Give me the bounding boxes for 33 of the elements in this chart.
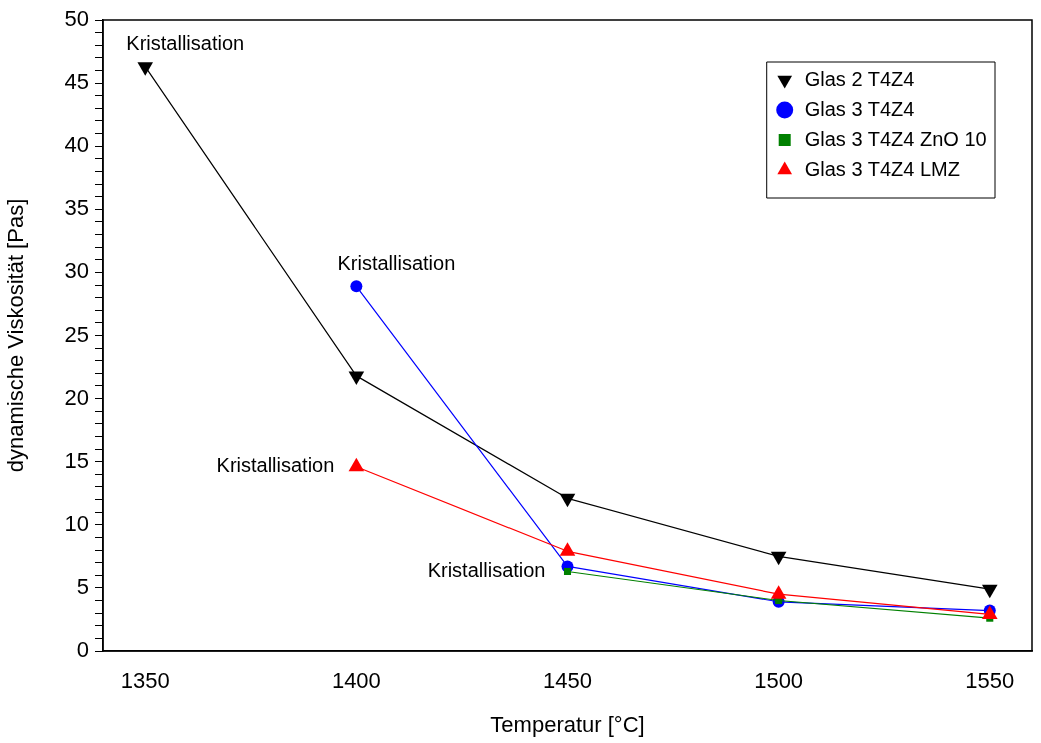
legend-label: Glas 3 T4Z4 ZnO 10 <box>804 127 987 150</box>
x-tick-label: 1550 <box>965 668 1015 694</box>
y-tick-label: 50 <box>64 6 89 32</box>
annotation: Kristallisation <box>216 454 335 477</box>
y-tick-label: 15 <box>64 447 89 473</box>
y-tick-label: 30 <box>64 258 89 284</box>
x-tick-label: 1400 <box>331 668 381 694</box>
y-tick-label: 5 <box>76 573 89 599</box>
y-tick-label: 25 <box>64 321 89 347</box>
point <box>559 493 576 508</box>
point <box>350 280 363 293</box>
legend-label: Glas 3 T4Z4 LMZ <box>804 157 960 180</box>
legend-label: Glas 3 T4Z4 <box>804 97 915 120</box>
y-tick-label: 10 <box>64 510 89 536</box>
y-tick-label: 35 <box>64 195 89 221</box>
x-tick-label: 1350 <box>120 668 170 694</box>
annotation: Kristallisation <box>337 251 456 274</box>
annotation: Kristallisation <box>126 32 245 55</box>
y-tick-label: 0 <box>76 637 89 663</box>
point <box>770 551 787 566</box>
point <box>981 584 998 599</box>
x-tick-label: 1450 <box>543 668 592 694</box>
point <box>137 62 154 76</box>
y-axis-title: dynamische Viskosität [Pas] <box>3 198 29 473</box>
x-tick-label: 1500 <box>754 668 804 694</box>
point <box>563 567 572 576</box>
x-axis-title: Temperatur [°C] <box>490 711 645 737</box>
annotation: Kristallisation <box>427 559 546 582</box>
y-tick-label: 45 <box>64 69 89 95</box>
y-tick-label: 20 <box>64 384 89 410</box>
legend-label: Glas 2 T4Z4 <box>804 67 915 90</box>
y-tick-label: 40 <box>64 132 89 158</box>
point <box>348 371 365 385</box>
